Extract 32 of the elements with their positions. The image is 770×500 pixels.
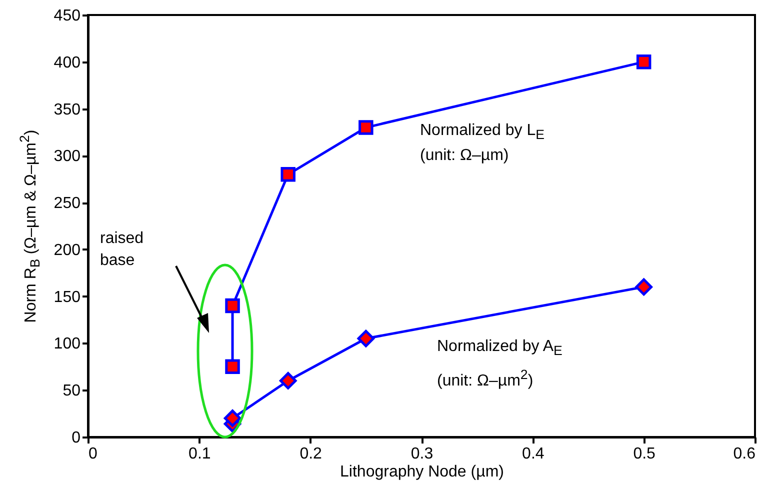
y-tick-label: 150 — [54, 288, 81, 306]
x-tick-label: 0.1 — [188, 446, 211, 462]
x-tick-label: 0.6 — [733, 446, 756, 462]
x-tick-label: 0 — [88, 446, 98, 462]
point — [636, 54, 652, 70]
point — [225, 359, 240, 374]
point — [358, 120, 374, 135]
y-tick-label: 0 — [72, 430, 81, 446]
x-axis-title: Lithography Node (µm) — [340, 464, 504, 480]
x-tick-label: 0.2 — [300, 446, 322, 462]
y-tick-label: 50 — [62, 382, 81, 400]
point — [225, 298, 240, 314]
point — [279, 372, 297, 390]
point — [635, 278, 652, 296]
y-tick-label: 300 — [54, 148, 81, 166]
point — [357, 330, 375, 348]
annotation: Normalized by A$_{E}$ — [437, 337, 564, 360]
annotation: (unit: Ω–µm$^{2}$) — [437, 366, 534, 392]
annotation: Normalized by L$_{E}$ — [420, 121, 546, 144]
point — [280, 167, 296, 182]
y-tick-label: 350 — [54, 101, 81, 118]
y-tick-label: 250 — [54, 195, 81, 212]
x-tick-label: 0.3 — [410, 446, 434, 462]
point — [224, 410, 242, 427]
x-tick-label: 0.5 — [633, 446, 656, 462]
y-tick-label: 200 — [54, 242, 81, 259]
y-tick-label: 400 — [54, 54, 81, 72]
y-tick-label: 450 — [54, 8, 81, 24]
x-tick-label: 0.4 — [522, 446, 544, 462]
annotation: raised base — [100, 229, 145, 271]
annotation: (unit: Ω–µm) — [420, 146, 510, 166]
y-tick-label: 100 — [54, 336, 81, 353]
